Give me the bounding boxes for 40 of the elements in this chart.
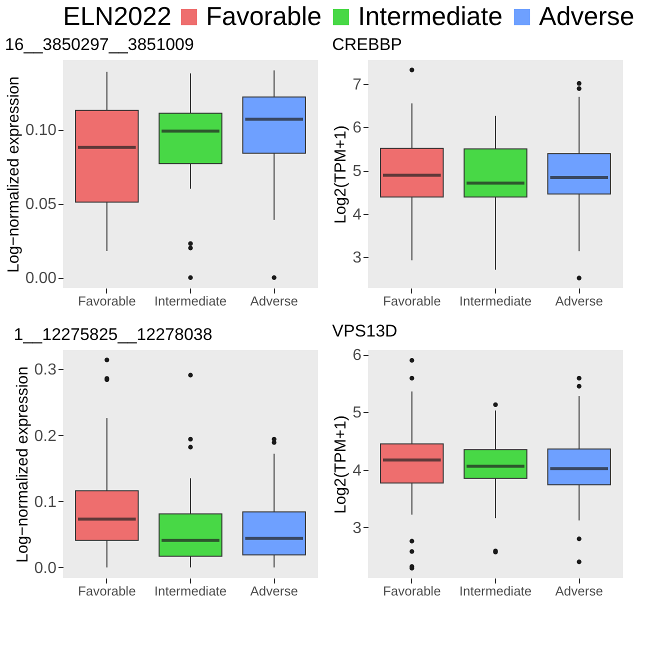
y-axis-title: Log−normalized expression xyxy=(5,76,22,273)
y-axis-title: Log2(TPM+1) xyxy=(332,415,350,514)
chart-title: CREBBP xyxy=(332,35,402,54)
legend-label: Adverse xyxy=(539,1,634,31)
x-tick-label: Favorable xyxy=(382,584,441,598)
x-tick-label: Favorable xyxy=(78,584,136,598)
y-axis-title: Log−normalized expression xyxy=(14,366,32,563)
x-tick-label: Adverse xyxy=(250,584,298,598)
x-tick-label: Favorable xyxy=(78,294,136,308)
legend-title: ELN2022 xyxy=(63,1,172,31)
y-tick-label: 0.00 xyxy=(25,270,57,288)
y-tick-label: 0.05 xyxy=(25,196,57,214)
y-tick-label: 0.2 xyxy=(34,428,57,445)
chart-title: 1__12275825__12278038 xyxy=(14,325,212,344)
y-tick-label: 0.10 xyxy=(25,122,57,140)
x-tick-label: Adverse xyxy=(555,584,603,598)
y-tick-label: 5 xyxy=(352,163,362,180)
chart-title: 16__3850297__3851009 xyxy=(4,35,194,54)
y-axis-title: Log2(TPM+1) xyxy=(332,125,350,224)
y-tick-label: 5 xyxy=(352,404,362,422)
chart-title: VPS13D xyxy=(332,322,398,341)
y-tick-label: 3 xyxy=(352,250,362,267)
y-tick-label: 4 xyxy=(352,462,362,480)
legend-label: Favorable xyxy=(206,1,322,31)
y-tick-label: 4 xyxy=(352,206,362,224)
x-tick-label: Adverse xyxy=(555,294,603,308)
x-tick-label: Intermediate xyxy=(459,584,532,598)
legend-label: Intermediate xyxy=(358,1,503,31)
x-tick-label: Adverse xyxy=(250,294,298,308)
y-tick-label: 0.0 xyxy=(34,560,57,577)
x-tick-label: Favorable xyxy=(382,294,441,308)
y-tick-label: 7 xyxy=(352,76,362,94)
y-tick-label: 0.3 xyxy=(34,362,57,379)
y-tick-label: 3 xyxy=(352,520,362,537)
x-tick-label: Intermediate xyxy=(459,294,532,308)
y-tick-label: 6 xyxy=(352,347,362,364)
y-tick-label: 0.1 xyxy=(34,494,57,511)
y-tick-label: 6 xyxy=(352,120,362,137)
x-tick-label: Intermediate xyxy=(154,294,227,308)
x-tick-label: Intermediate xyxy=(154,584,227,598)
